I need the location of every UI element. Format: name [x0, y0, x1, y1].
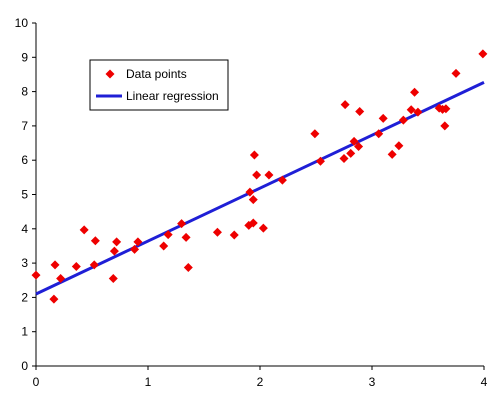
legend-marker-data-points	[105, 69, 115, 79]
y-tick-label: 4	[21, 222, 28, 236]
data-point-marker	[159, 241, 169, 251]
y-tick-label: 7	[21, 119, 28, 133]
data-point-marker	[79, 225, 89, 235]
axes	[32, 22, 485, 370]
legend: Data points Linear regression	[89, 59, 229, 111]
data-point-marker	[451, 68, 461, 78]
data-point-marker	[354, 141, 364, 151]
data-point-marker	[133, 237, 143, 247]
y-tick-label: 9	[21, 50, 28, 64]
y-tick-label: 2	[21, 290, 28, 304]
y-tick-label: 10	[15, 16, 29, 30]
data-point-marker	[249, 150, 259, 160]
data-point-marker	[50, 260, 60, 270]
data-point-marker	[229, 230, 239, 240]
y-tick-label: 6	[21, 153, 28, 167]
data-point-marker	[112, 237, 122, 247]
data-point-marker	[315, 156, 325, 166]
legend-box	[89, 59, 229, 111]
data-point-marker	[346, 148, 356, 158]
x-tick-label: 1	[145, 375, 152, 389]
data-point-marker	[181, 232, 191, 242]
data-point-marker	[440, 121, 450, 131]
data-point-marker	[264, 170, 274, 180]
data-point-marker	[56, 274, 66, 284]
data-point-marker	[378, 113, 388, 123]
y-tick-label: 0	[21, 359, 28, 373]
x-tick-label: 2	[257, 375, 264, 389]
data-point-marker	[248, 195, 258, 205]
data-point-marker	[89, 260, 99, 270]
tick-labels: 0 1 2 3 4 5 6 7 8 9 10 0 1 2 3 4	[15, 16, 488, 389]
legend-label-data-points: Data points	[126, 67, 187, 81]
x-tick-label: 4	[481, 375, 488, 389]
data-point-marker	[387, 149, 397, 159]
data-point-marker	[109, 246, 119, 256]
data-point-marker	[340, 100, 350, 110]
y-tick-label: 5	[21, 188, 28, 202]
data-point-marker	[478, 49, 488, 59]
data-point-marker	[163, 230, 173, 240]
data-point-marker	[49, 294, 59, 304]
x-tick-label: 0	[33, 375, 40, 389]
data-point-marker	[183, 263, 193, 273]
y-tick-label: 3	[21, 256, 28, 270]
legend-label-regression: Linear regression	[126, 89, 219, 103]
data-point-marker	[349, 136, 359, 146]
data-point-marker	[212, 227, 222, 237]
data-point-marker	[410, 87, 420, 97]
data-point-marker	[374, 129, 384, 139]
data-point-marker	[413, 107, 423, 117]
data-point-marker	[258, 223, 268, 233]
regression-layer	[35, 80, 485, 296]
data-point-marker	[252, 170, 262, 180]
data-point-marker	[398, 115, 408, 125]
data-point-marker	[355, 106, 365, 116]
data-point-marker	[310, 129, 320, 139]
data-point-marker	[130, 244, 140, 254]
data-point-marker	[441, 104, 451, 114]
data-point-marker	[277, 175, 287, 185]
data-point-marker	[245, 187, 255, 197]
data-point-marker	[71, 262, 81, 272]
data-point-marker	[31, 270, 41, 280]
data-point-marker	[406, 105, 416, 115]
data-point-marker	[248, 218, 258, 228]
data-point-marker	[108, 274, 118, 284]
data-point-marker	[177, 219, 187, 229]
x-tick-label: 3	[369, 375, 376, 389]
y-tick-label: 1	[21, 325, 28, 339]
y-tick-label: 8	[21, 85, 28, 99]
data-point-marker	[90, 236, 100, 246]
data-points-layer	[31, 49, 488, 304]
data-point-marker	[394, 141, 404, 151]
regression-line	[35, 80, 485, 296]
data-point-marker	[339, 153, 349, 163]
